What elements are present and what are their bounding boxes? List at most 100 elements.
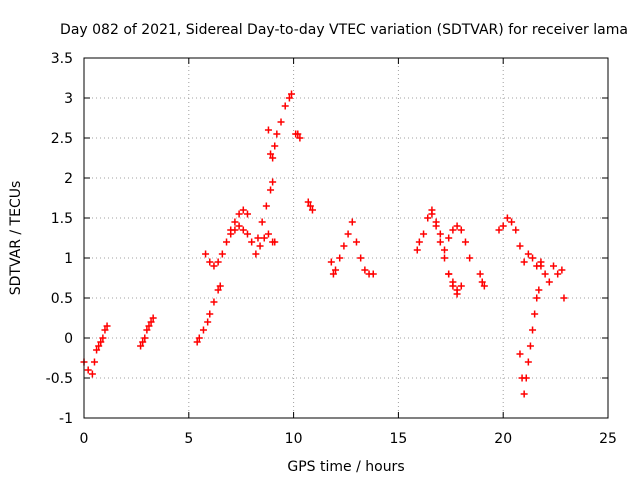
data-point bbox=[457, 282, 465, 290]
data-point bbox=[478, 278, 486, 286]
data-point bbox=[264, 126, 272, 134]
data-series bbox=[227, 222, 277, 258]
data-point bbox=[436, 230, 444, 238]
data-point bbox=[336, 254, 344, 262]
grid bbox=[84, 58, 608, 418]
data-point bbox=[348, 218, 356, 226]
data-point bbox=[97, 338, 105, 346]
data-point bbox=[269, 154, 277, 162]
data-point bbox=[258, 218, 266, 226]
data-series bbox=[193, 282, 224, 346]
data-point bbox=[524, 358, 532, 366]
data-point bbox=[103, 322, 111, 330]
data-point bbox=[267, 150, 275, 158]
data-point bbox=[308, 206, 316, 214]
y-tick-label: 2 bbox=[64, 171, 73, 187]
data-point bbox=[214, 286, 222, 294]
data-series bbox=[327, 218, 377, 278]
data-point bbox=[457, 226, 465, 234]
data-series bbox=[445, 270, 465, 294]
data-point bbox=[329, 270, 337, 278]
data-point bbox=[516, 350, 524, 358]
data-series bbox=[292, 130, 304, 142]
data-point bbox=[239, 206, 247, 214]
data-point bbox=[361, 266, 369, 274]
data-point bbox=[508, 218, 516, 226]
data-point bbox=[210, 298, 218, 306]
y-tick-label: 1.5 bbox=[51, 211, 73, 227]
data-point bbox=[88, 370, 96, 378]
data-point bbox=[550, 262, 558, 270]
data-point bbox=[420, 230, 428, 238]
data-point bbox=[195, 334, 203, 342]
data-series bbox=[495, 214, 545, 270]
x-tick-label: 25 bbox=[599, 431, 617, 447]
data-series bbox=[428, 210, 474, 262]
data-point bbox=[449, 226, 457, 234]
data-point bbox=[541, 270, 549, 278]
data-point bbox=[533, 294, 541, 302]
data-point bbox=[357, 254, 365, 262]
data-point bbox=[285, 94, 293, 102]
data-point bbox=[476, 270, 484, 278]
data-point bbox=[288, 90, 296, 98]
data-point bbox=[445, 270, 453, 278]
data-point bbox=[545, 278, 553, 286]
data-point bbox=[332, 266, 340, 274]
data-point bbox=[101, 326, 109, 334]
data-point bbox=[304, 198, 312, 206]
data-point bbox=[344, 230, 352, 238]
data-point bbox=[206, 310, 214, 318]
data-series bbox=[264, 90, 296, 162]
data-point bbox=[294, 130, 302, 138]
data-point bbox=[231, 218, 239, 226]
data-series bbox=[80, 322, 111, 378]
data-point bbox=[441, 254, 449, 262]
data-series bbox=[516, 286, 543, 398]
data-point bbox=[436, 238, 444, 246]
data-point bbox=[526, 342, 534, 350]
data-point bbox=[99, 334, 107, 342]
y-tick-label: 3.5 bbox=[51, 51, 73, 67]
data-point bbox=[512, 226, 520, 234]
axis-ticks bbox=[83, 57, 609, 419]
data-point bbox=[262, 202, 270, 210]
data-point bbox=[449, 278, 457, 286]
x-tick-labels: 0 5 10 15 20 25 bbox=[80, 431, 617, 447]
data-point bbox=[554, 270, 562, 278]
x-tick-label: 15 bbox=[389, 431, 407, 447]
data-point bbox=[147, 318, 155, 326]
data-point bbox=[453, 286, 461, 294]
data-point bbox=[206, 258, 214, 266]
data-point bbox=[281, 102, 289, 110]
data-point bbox=[193, 338, 201, 346]
data-point bbox=[84, 366, 92, 374]
data-point bbox=[139, 338, 147, 346]
data-point bbox=[243, 210, 251, 218]
data-point bbox=[223, 238, 231, 246]
data-point bbox=[227, 230, 235, 238]
data-point bbox=[252, 250, 260, 258]
y-tick-label: 3 bbox=[64, 91, 73, 107]
y-tick-label: 2.5 bbox=[51, 131, 73, 147]
data-point bbox=[306, 202, 314, 210]
data-point bbox=[271, 142, 279, 150]
y-axis-label: SDTVAR / TECUs bbox=[8, 181, 24, 296]
data-points bbox=[80, 90, 568, 398]
data-point bbox=[214, 258, 222, 266]
data-point bbox=[453, 222, 461, 230]
data-point bbox=[93, 346, 101, 354]
data-point bbox=[503, 214, 511, 222]
x-tick-label: 5 bbox=[184, 431, 193, 447]
x-axis-label: GPS time / hours bbox=[287, 459, 404, 475]
data-point bbox=[202, 250, 210, 258]
data-point bbox=[235, 210, 243, 218]
data-point bbox=[199, 326, 207, 334]
data-point bbox=[522, 374, 530, 382]
data-point bbox=[90, 358, 98, 366]
x-tick-label: 0 bbox=[80, 431, 89, 447]
data-point bbox=[413, 246, 421, 254]
data-point bbox=[269, 178, 277, 186]
x-tick-label: 10 bbox=[285, 431, 303, 447]
